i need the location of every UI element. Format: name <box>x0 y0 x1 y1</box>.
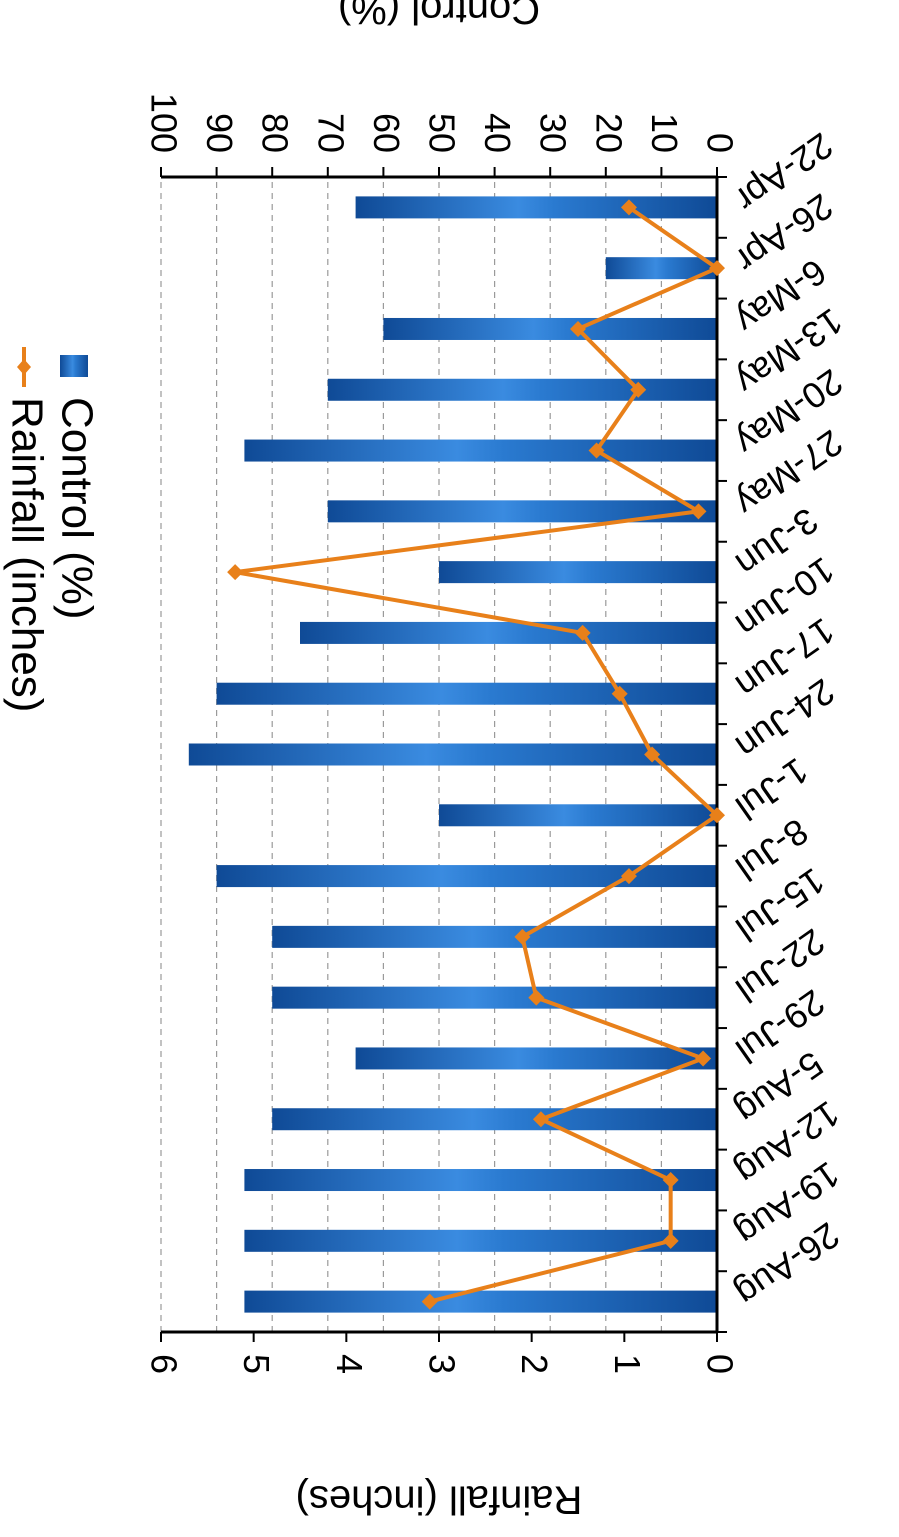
control-tick-label: 90 <box>199 113 240 153</box>
rainfall-line <box>227 199 725 1310</box>
legend-label-rainfall: Rainfall (inches) <box>2 397 51 712</box>
control-tick-label: 50 <box>421 113 462 153</box>
legend-swatch-control <box>60 355 88 377</box>
rainfall-point <box>644 746 661 763</box>
rainfall-tick-label: 1 <box>607 1354 648 1374</box>
legend-label-control: Control (%) <box>52 397 101 620</box>
control-bar <box>355 1047 717 1070</box>
rainfall-point <box>570 320 586 337</box>
control-bar <box>244 1290 717 1313</box>
rainfall-axis-title: Rainfall (inches) <box>296 1477 583 1521</box>
control-bar <box>216 682 717 705</box>
control-bar <box>188 743 717 766</box>
control-bar <box>605 257 717 280</box>
control-bar <box>327 378 717 401</box>
control-bar <box>355 196 717 219</box>
control-tick-label: 30 <box>533 113 574 153</box>
rainfall-point <box>630 381 647 398</box>
control-tick-label: 80 <box>255 113 296 153</box>
rainfall-point <box>611 685 628 702</box>
rainfall-point <box>709 260 725 277</box>
rainfall-point <box>528 989 545 1006</box>
chart-figure: 0102030405060708090100012345622-Apr26-Ap… <box>2 0 850 1521</box>
control-bar <box>272 925 717 948</box>
control-tick-label: 40 <box>477 113 518 153</box>
control-bar <box>272 1108 717 1131</box>
rainfall-point <box>620 199 637 216</box>
legend: Control (%)Rainfall (inches) <box>2 347 101 712</box>
rainfall-point <box>532 1111 549 1128</box>
rainfall-tick-label: 4 <box>329 1354 370 1374</box>
rainfall-point <box>662 1172 679 1189</box>
control-bar <box>439 804 717 827</box>
control-bar <box>300 621 717 644</box>
control-bar <box>439 561 717 584</box>
control-bar <box>244 1169 717 1192</box>
rainfall-tick-label: 2 <box>514 1354 555 1374</box>
control-tick-label: 0 <box>699 133 740 153</box>
control-bar <box>244 1229 717 1252</box>
control-tick-label: 70 <box>310 113 351 153</box>
rainfall-point <box>514 928 531 945</box>
rainfall-point <box>421 1293 438 1310</box>
rainfall-point <box>662 1232 679 1249</box>
category-label: 1-Jul <box>728 750 815 828</box>
rainfall-tick-label: 5 <box>236 1354 277 1374</box>
control-tick-label: 10 <box>644 113 685 153</box>
rainfall-tick-label: 3 <box>421 1354 462 1374</box>
rainfall-point <box>227 564 244 581</box>
rainfall-point <box>574 624 591 641</box>
legend-swatch-rainfall-marker <box>17 359 31 375</box>
axes <box>160 167 727 1342</box>
control-axis-title: Control (%) <box>338 0 540 31</box>
rainfall-point <box>695 1050 712 1067</box>
control-tick-label: 20 <box>588 113 629 153</box>
control-bar <box>383 317 717 340</box>
control-bar <box>327 500 717 523</box>
control-bar <box>216 865 717 888</box>
control-bars <box>188 196 717 1313</box>
rainfall-point <box>709 807 725 824</box>
control-tick-label: 60 <box>366 113 407 153</box>
rainfall-point <box>588 442 605 459</box>
control-tick-label: 100 <box>143 93 184 153</box>
control-bar <box>244 439 717 462</box>
rainfall-tick-label: 6 <box>143 1354 184 1374</box>
rainfall-point <box>690 503 707 520</box>
rainfall-point <box>620 868 637 885</box>
rainfall-tick-label: 0 <box>699 1354 740 1374</box>
control-bar <box>272 986 717 1009</box>
